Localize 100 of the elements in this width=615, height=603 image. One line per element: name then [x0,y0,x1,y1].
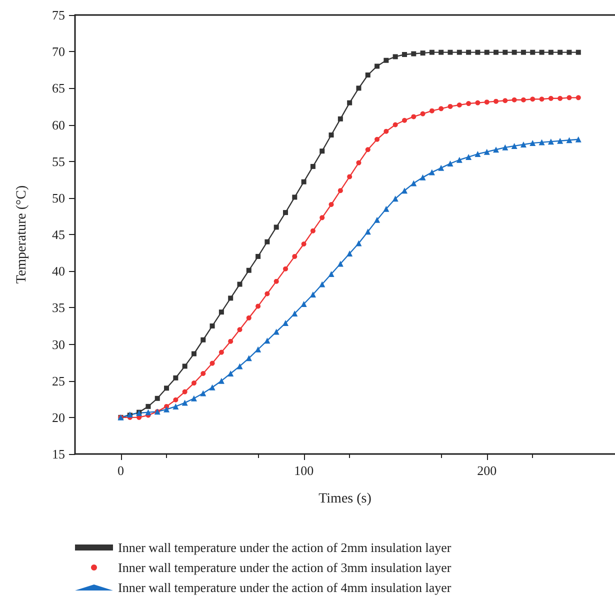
point [273,328,280,335]
x-axis-title: Times (s) [318,492,372,506]
point [228,338,234,344]
point [300,301,307,308]
point [283,210,288,216]
point [320,215,325,220]
point [274,224,279,230]
point [548,138,554,145]
point [374,64,380,69]
y-tick-label: 65 [52,80,65,96]
point [402,52,407,58]
point [228,296,234,301]
point [511,142,518,149]
point [301,242,306,247]
point [448,104,453,109]
point [383,206,390,212]
point [392,54,398,60]
point [172,403,179,410]
y-tick-label: 45 [52,227,65,242]
legend-label: Inner wall temperature under the action of 3mm insulation layer [118,560,452,575]
point [502,98,508,104]
point [530,50,536,55]
point [264,291,270,296]
point [292,254,298,259]
point [456,50,462,55]
point [392,122,398,128]
point [200,337,206,342]
point [346,250,353,257]
point [164,386,170,391]
point [384,128,389,134]
x-tick-label: 100 [294,463,314,478]
point [374,216,380,223]
point [301,179,306,184]
point [448,50,453,55]
point [200,371,206,376]
point [438,50,444,55]
point [256,304,261,309]
point [255,346,262,352]
point [447,160,454,167]
point [347,174,352,180]
point [237,327,242,332]
point [558,96,563,101]
point [420,111,426,116]
point [539,96,544,102]
point [338,188,343,194]
point [328,132,334,138]
point [576,50,581,55]
point [365,147,370,152]
point [566,137,572,144]
point [356,240,362,246]
point [520,142,526,148]
point [411,51,416,56]
point [494,98,499,104]
x-tick-label: 200 [477,463,497,478]
point [429,108,434,114]
point [484,50,490,55]
legend-label: Inner wall temperature under the action of 2mm insulation layer [118,540,452,555]
x-tick-label: 0 [118,463,124,478]
y-tick-label: 55 [52,154,65,169]
point [466,101,472,106]
point [530,140,536,146]
y-tick-label: 15 [52,446,65,462]
point [520,50,526,55]
point [475,50,480,55]
point [420,174,426,180]
point [456,102,462,108]
point [365,72,370,78]
point [246,355,252,362]
legend-label: Inner wall temperature under the action of 4mm insulation layer [118,580,452,595]
point [328,202,334,207]
point [466,50,472,55]
point [182,389,188,394]
point [283,266,288,272]
point [246,315,252,320]
point [292,194,298,200]
point [191,380,196,386]
point [164,406,170,412]
point [182,400,188,406]
y-tick-label: 70 [52,44,65,60]
point [319,281,326,288]
y-tick-label: 25 [52,373,65,388]
point [338,116,343,122]
point [557,138,564,144]
point [310,164,316,169]
point [356,86,362,91]
point [292,310,298,317]
point [474,151,481,158]
point [502,144,508,150]
point [264,338,270,344]
point [200,390,206,396]
point [538,139,545,146]
point [438,106,444,112]
point [146,404,151,409]
point [210,323,215,328]
point [402,118,407,123]
point [320,148,325,154]
point [566,50,572,55]
point [209,384,216,390]
point [484,148,490,155]
point [173,375,178,380]
